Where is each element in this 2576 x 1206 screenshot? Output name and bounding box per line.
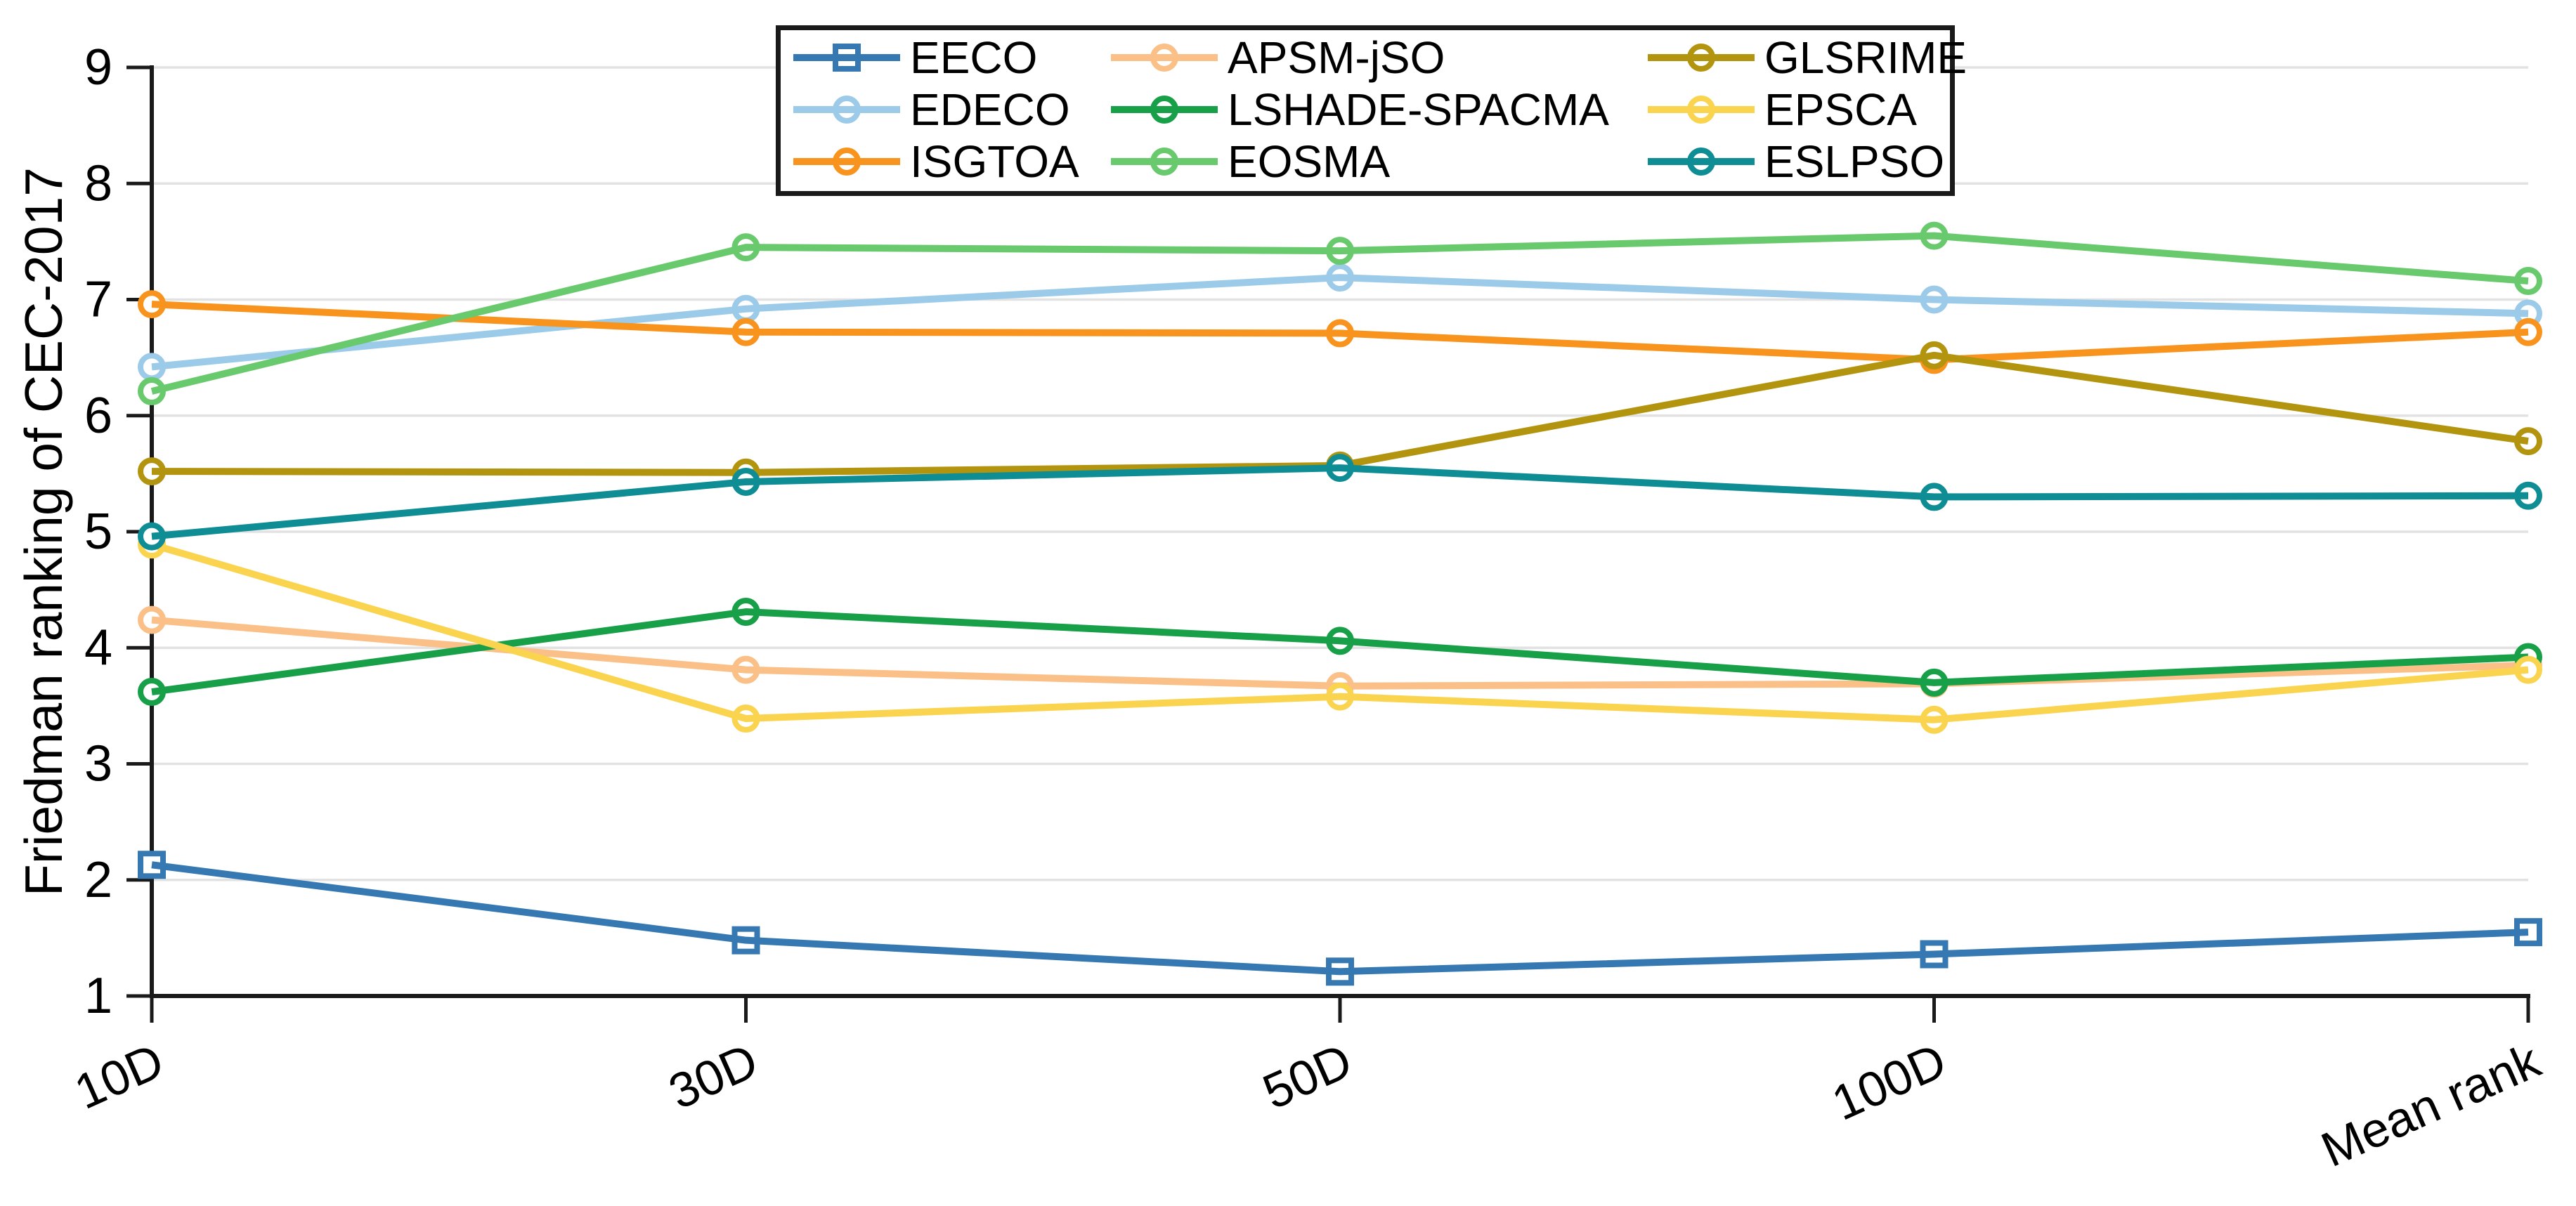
legend-swatch: [1111, 136, 1218, 188]
legend-item-glsrime: GLSRIME: [1648, 32, 1967, 84]
y-tick-label: 2: [84, 852, 112, 908]
legend-swatch: [1648, 136, 1755, 188]
line-swatch-icon: [793, 158, 900, 165]
legend: EECO EDECO ISGTOA APSM-jSO LSHADE-SPACMA…: [776, 25, 1967, 196]
legend-label: ESLPSO: [1764, 136, 1945, 187]
legend-item-epsca: EPSCA: [1648, 84, 1967, 136]
legend-label: LSHADE-SPACMA: [1228, 84, 1609, 135]
legend-item-isgtoa: ISGTOA: [793, 136, 1111, 188]
legend-item-eeco: EECO: [793, 32, 1111, 84]
x-tick-label: Mean rank: [2313, 1033, 2549, 1177]
line-swatch-icon: [1648, 158, 1755, 165]
series-line-EDECO: [151, 274, 2529, 371]
line-swatch-icon: [1111, 54, 1218, 61]
x-tick-label: 10D: [67, 1033, 171, 1119]
legend-label: GLSRIME: [1764, 32, 1967, 83]
line-swatch-icon: [793, 54, 900, 61]
y-tick-label: 3: [84, 736, 112, 792]
legend-item-eosma: EOSMA: [1111, 136, 1648, 188]
y-axis-label: Friedman ranking of CEC-2017: [14, 167, 73, 896]
y-tick-label: 4: [84, 620, 112, 676]
series-line-EOSMA: [150, 232, 2529, 395]
line-swatch-icon: [1111, 158, 1218, 165]
legend-swatch: [1111, 84, 1218, 136]
legend-swatch: [1648, 84, 1755, 136]
y-tick-label: 6: [84, 388, 112, 444]
legend-label: APSM-jSO: [1228, 32, 1445, 83]
legend-label: ISGTOA: [910, 136, 1079, 187]
line-swatch-icon: [1648, 106, 1755, 113]
line-swatch-icon: [793, 106, 900, 113]
x-tick-label: 30D: [661, 1033, 766, 1119]
legend-item-apsm-jso: APSM-jSO: [1111, 32, 1648, 84]
legend-swatch: [1648, 32, 1755, 84]
legend-label: EECO: [910, 32, 1038, 83]
line-swatch-icon: [1111, 106, 1218, 113]
legend-swatch: [793, 32, 900, 84]
series-line-ISGTOA: [151, 301, 2529, 364]
legend-swatch: [793, 136, 900, 188]
legend-swatch: [793, 84, 900, 136]
y-tick-label: 1: [84, 968, 112, 1024]
series-line-EECO: [151, 861, 2529, 976]
y-tick-label: 5: [84, 504, 112, 560]
y-tick-label: 9: [84, 39, 112, 96]
series-line-ESLPSO: [151, 464, 2529, 540]
legend-label: EPSCA: [1764, 84, 1917, 135]
legend-item-eslpso: ESLPSO: [1648, 136, 1967, 188]
legend-item-edeco: EDECO: [793, 84, 1111, 136]
legend-label: EOSMA: [1228, 136, 1391, 187]
line-swatch-icon: [1648, 54, 1755, 61]
series-line-LSHADE-SPACMA: [151, 608, 2529, 696]
y-tick-label: 8: [84, 155, 112, 211]
x-tick-label: 50D: [1255, 1033, 1360, 1119]
y-tick-label: 7: [84, 272, 112, 328]
legend-label: EDECO: [910, 84, 1070, 135]
legend-swatch: [1111, 32, 1218, 84]
x-tick-label: 100D: [1824, 1033, 1954, 1130]
series-line-EPSCA: [150, 541, 2529, 723]
legend-item-lshade-spacma: LSHADE-SPACMA: [1111, 84, 1648, 136]
